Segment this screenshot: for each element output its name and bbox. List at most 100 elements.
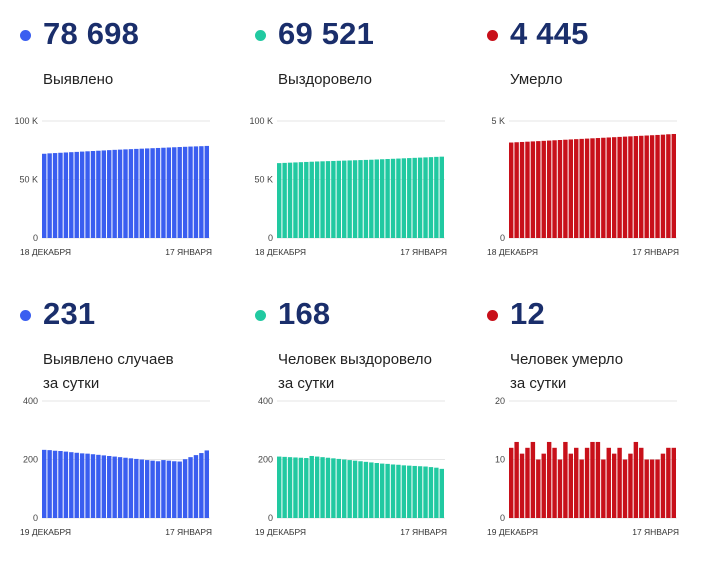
bar — [541, 140, 546, 238]
bar — [320, 457, 325, 518]
bar — [155, 147, 161, 238]
bar-chart-died: 0 5 K 18 ДЕКАБРЯ 17 ЯНВАРЯ — [487, 116, 679, 257]
y-tick-label: 400 — [258, 396, 273, 406]
bar — [79, 151, 85, 238]
bar — [309, 455, 314, 518]
bar — [606, 137, 611, 238]
x-tick-label-end: 17 ЯНВАРЯ — [632, 527, 679, 537]
bar — [595, 138, 601, 238]
bar — [390, 464, 396, 518]
bar — [628, 136, 633, 238]
bar — [182, 459, 188, 518]
bar — [144, 460, 150, 518]
bar — [314, 456, 320, 518]
metric-caption: Выздоровело — [278, 71, 373, 88]
bar — [112, 149, 117, 238]
headline-detected: 78 698 — [20, 16, 250, 58]
bar — [390, 158, 396, 238]
x-tick-label-start: 18 ДЕКАБРЯ — [487, 247, 538, 257]
y-tick-label: 200 — [258, 455, 273, 465]
bar — [161, 147, 166, 238]
bar — [342, 160, 347, 238]
bar — [595, 441, 601, 518]
bar — [320, 161, 325, 238]
bar — [112, 456, 117, 518]
bar — [287, 457, 293, 518]
bar — [123, 457, 128, 518]
bar — [639, 447, 644, 518]
bar — [58, 451, 63, 518]
total-number: 69 521 — [278, 16, 375, 51]
bar — [172, 147, 177, 238]
bar — [74, 452, 79, 518]
bar — [277, 163, 282, 238]
bar — [193, 146, 199, 238]
bar — [611, 137, 617, 238]
panel-detected: 78 698 Выявлено 0 50 K 100 K 18 ДЕКАБРЯ 17 ЯНВ… — [14, 16, 250, 288]
x-tick-label-start: 19 ДЕКАБРЯ — [487, 527, 538, 537]
metric-caption: Человек выздоровело за сутки — [278, 351, 432, 392]
bar — [563, 441, 568, 518]
bar — [96, 150, 101, 238]
bar — [514, 441, 519, 518]
bar — [536, 141, 541, 238]
total-number: 168 — [278, 296, 331, 331]
headline-recovered: 69 521 — [255, 16, 485, 58]
bar-chart-recovered: 0 50 K 100 K 18 ДЕКАБРЯ 17 ЯНВАРЯ — [249, 116, 447, 257]
bar — [52, 450, 58, 518]
y-tick-label: 100 K — [249, 116, 273, 126]
bar — [293, 457, 298, 518]
bar — [172, 461, 177, 518]
bar — [434, 156, 439, 238]
bar — [101, 150, 107, 238]
bar — [536, 459, 541, 518]
bar — [601, 459, 606, 518]
x-tick-label-end: 17 ЯНВАРЯ — [400, 247, 447, 257]
bar — [47, 450, 52, 518]
y-tick-label: 0 — [33, 233, 38, 243]
y-tick-label: 200 — [23, 455, 38, 465]
bar — [134, 458, 139, 518]
bar — [546, 441, 552, 518]
bar — [396, 464, 401, 518]
bar — [287, 162, 293, 238]
bar — [428, 467, 434, 518]
bar — [666, 134, 671, 238]
bar — [660, 134, 666, 238]
bar — [568, 139, 574, 238]
bar — [85, 453, 90, 518]
headline-died-daily: 12 — [487, 296, 704, 338]
bar — [342, 459, 347, 518]
bar — [396, 158, 401, 238]
bar — [79, 453, 85, 518]
x-tick-label-start: 19 ДЕКАБРЯ — [255, 527, 306, 537]
y-tick-label: 0 — [500, 513, 505, 523]
bar — [617, 447, 622, 518]
bar — [69, 452, 74, 518]
bar — [412, 157, 417, 238]
y-tick-label: 0 — [33, 513, 38, 523]
bar — [128, 149, 134, 238]
bar — [144, 148, 150, 238]
bar — [139, 148, 144, 238]
bar — [90, 454, 96, 518]
bar — [177, 147, 182, 238]
bar — [385, 463, 390, 518]
legend-dot-icon — [20, 310, 31, 321]
bar — [282, 456, 287, 518]
bar — [363, 461, 369, 518]
bar — [509, 447, 514, 518]
bar — [188, 146, 193, 238]
bar — [298, 457, 304, 518]
bar — [150, 148, 155, 238]
bar — [530, 141, 536, 238]
bar — [374, 159, 379, 238]
panel-died: 4 445 Умерло 0 5 K 18 ДЕКАБРЯ 17 ЯНВАРЯ — [487, 16, 704, 288]
bar — [574, 139, 579, 238]
bar — [204, 450, 209, 518]
bar — [358, 461, 363, 518]
bar — [47, 153, 52, 238]
bar — [193, 455, 199, 518]
x-tick-label-start: 19 ДЕКАБРЯ — [20, 527, 71, 537]
bar — [325, 161, 331, 238]
